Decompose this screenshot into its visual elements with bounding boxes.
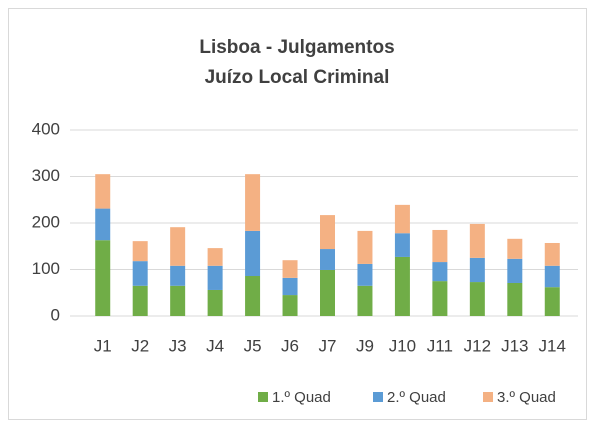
x-tick-label: J14 xyxy=(539,336,566,355)
bar-segment xyxy=(357,285,373,316)
bar-segment xyxy=(245,230,261,277)
bar-segment xyxy=(469,257,485,283)
x-tick-label: J10 xyxy=(389,336,416,355)
bar-segment xyxy=(394,204,410,234)
bar-segment xyxy=(132,285,148,316)
x-tick-label: J4 xyxy=(206,336,224,355)
x-tick-label: J5 xyxy=(244,336,262,355)
y-tick-label: 200 xyxy=(32,212,60,231)
bar-segment xyxy=(357,263,373,286)
bar-segment xyxy=(432,281,448,316)
legend-swatch xyxy=(483,392,493,402)
chart-title: Lisboa - Julgamentos xyxy=(199,37,394,58)
bar-segment xyxy=(507,238,523,259)
bar-segment xyxy=(245,276,261,316)
bar-segment xyxy=(95,240,111,316)
bar-segment xyxy=(95,208,111,241)
x-tick-label: J2 xyxy=(131,336,149,355)
legend-swatch xyxy=(258,392,268,402)
x-tick-label: J3 xyxy=(169,336,187,355)
bar-segment xyxy=(432,229,448,263)
x-tick-label: J6 xyxy=(281,336,299,355)
y-tick-label: 300 xyxy=(32,166,60,185)
bar-segment xyxy=(170,265,186,286)
bar-segment xyxy=(469,282,485,316)
bar-segment xyxy=(544,242,560,266)
bar-segment xyxy=(320,269,335,316)
x-tick-label: J11 xyxy=(427,336,453,355)
y-tick-label: 400 xyxy=(32,119,60,138)
bar-segment xyxy=(282,277,298,296)
x-tick-label: J12 xyxy=(464,336,491,355)
y-tick-label: 0 xyxy=(51,305,60,324)
bar-segment xyxy=(207,289,223,316)
legend-label: 2.º Quad xyxy=(387,389,446,406)
bar-segment xyxy=(432,262,448,282)
bar-segment xyxy=(507,258,523,283)
bar-segment xyxy=(170,227,186,266)
bar-segment xyxy=(207,248,223,266)
x-tick-label: J7 xyxy=(319,336,337,355)
x-tick-label: J1 xyxy=(94,336,112,355)
bar-segment xyxy=(170,285,186,316)
bar-segment xyxy=(320,215,335,250)
bar-segment xyxy=(282,295,298,316)
bar-segment xyxy=(207,265,223,290)
bar-segment xyxy=(282,260,298,278)
x-tick-label: J13 xyxy=(501,336,528,355)
bar-segment xyxy=(320,249,335,270)
chart-title: Juízo Local Criminal xyxy=(205,67,390,88)
bar-segment xyxy=(132,261,148,286)
x-tick-label: J9 xyxy=(356,336,374,355)
bar-segment xyxy=(357,230,373,264)
bar-segment xyxy=(469,223,485,258)
y-tick-label: 100 xyxy=(32,259,60,278)
legend-label: 3.º Quad xyxy=(497,389,556,406)
bar-segment xyxy=(95,174,111,209)
legend-label: 1.º Quad xyxy=(272,389,331,406)
bar-segment xyxy=(544,265,560,288)
bar-segment xyxy=(394,256,410,316)
bar-segment xyxy=(544,287,560,316)
bar-segment xyxy=(132,241,148,262)
bar-segment xyxy=(507,282,523,316)
bar-segment xyxy=(245,174,261,231)
bar-segment xyxy=(394,233,410,257)
legend-swatch xyxy=(373,392,383,402)
